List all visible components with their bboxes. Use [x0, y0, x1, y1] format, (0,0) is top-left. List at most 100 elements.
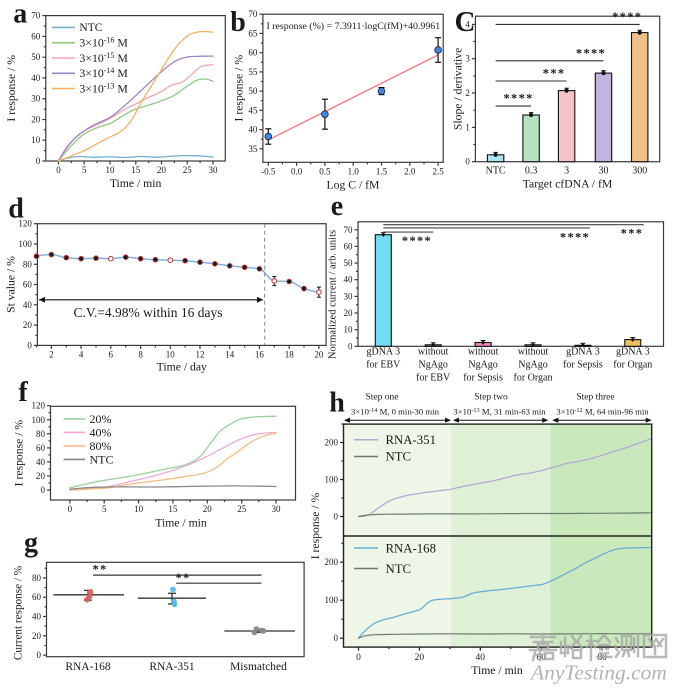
svg-text:10: 10	[166, 349, 176, 359]
svg-text:d: d	[8, 194, 24, 225]
svg-text:0.5: 0.5	[319, 166, 331, 176]
svg-text:80: 80	[32, 573, 42, 583]
svg-text:b: b	[230, 7, 246, 38]
svg-text:I response / %: I response / %	[232, 55, 245, 122]
svg-text:3: 3	[465, 54, 470, 64]
svg-text:-0.5: -0.5	[261, 166, 276, 176]
svg-text:40: 40	[248, 125, 258, 135]
svg-text:gDNA 3: gDNA 3	[566, 347, 600, 358]
svg-text:4: 4	[79, 349, 84, 359]
svg-text:3×10-13 M: 3×10-13 M	[79, 81, 128, 95]
svg-text:0: 0	[334, 633, 339, 643]
svg-text:20: 20	[415, 653, 425, 663]
svg-text:3×10-16 M: 3×10-16 M	[79, 36, 128, 50]
svg-text:8: 8	[138, 349, 143, 359]
svg-text:60: 60	[31, 31, 41, 41]
svg-text:RNA-351: RNA-351	[386, 433, 436, 447]
svg-text:40: 40	[31, 73, 41, 83]
svg-text:g: g	[24, 528, 38, 559]
svg-text:60: 60	[23, 280, 33, 290]
svg-text:***: ***	[543, 67, 566, 81]
svg-text:0: 0	[348, 341, 353, 351]
svg-text:0.3: 0.3	[525, 166, 538, 177]
svg-text:0.0: 0.0	[291, 166, 303, 176]
svg-text:****: ****	[576, 46, 606, 60]
svg-text:for Organ: for Organ	[514, 372, 553, 383]
svg-text:70: 70	[248, 9, 258, 19]
svg-text:12: 12	[196, 349, 205, 359]
svg-text:3×10-12 M, 64 min-96 min: 3×10-12 M, 64 min-96 min	[556, 407, 649, 417]
svg-text:without: without	[418, 347, 449, 358]
svg-text:25: 25	[237, 504, 247, 514]
svg-text:1: 1	[465, 122, 470, 132]
svg-text:I response / %: I response / %	[13, 420, 26, 487]
svg-text:NgAgo: NgAgo	[418, 359, 447, 370]
svg-text:****: ****	[402, 234, 432, 248]
svg-text:16: 16	[255, 349, 265, 359]
svg-text:20: 20	[31, 115, 41, 125]
svg-text:2: 2	[49, 349, 54, 359]
svg-text:I response / %: I response / %	[309, 492, 322, 559]
svg-text:0: 0	[356, 653, 361, 663]
svg-text:120: 120	[32, 401, 46, 411]
svg-text:80: 80	[36, 429, 46, 439]
svg-text:14: 14	[225, 349, 235, 359]
svg-text:40: 40	[344, 275, 354, 285]
svg-text:10: 10	[31, 135, 41, 145]
svg-text:NTC: NTC	[386, 562, 412, 576]
svg-text:for Sepsis: for Sepsis	[563, 359, 603, 370]
svg-text:0: 0	[334, 512, 339, 522]
svg-text:Slope / derivative: Slope / derivative	[451, 48, 464, 130]
svg-text:NgAgo: NgAgo	[468, 359, 497, 370]
svg-text:60: 60	[248, 48, 258, 58]
svg-text:0: 0	[36, 156, 41, 166]
svg-text:20: 20	[32, 631, 42, 641]
svg-text:without: without	[468, 347, 499, 358]
svg-text:C.V.=4.98% within 16 days: C.V.=4.98% within 16 days	[73, 305, 222, 320]
svg-text:**: **	[92, 563, 107, 577]
svg-text:0: 0	[56, 165, 61, 175]
svg-text:Mismatched: Mismatched	[230, 661, 287, 673]
svg-text:60: 60	[36, 443, 46, 453]
svg-text:45: 45	[248, 105, 258, 115]
svg-text:RNA-168: RNA-168	[386, 541, 436, 555]
svg-text:St value / %: St value / %	[4, 256, 17, 313]
svg-text:80%: 80%	[90, 439, 112, 453]
svg-text:20%: 20%	[90, 412, 112, 426]
svg-text:1.0: 1.0	[348, 166, 360, 176]
svg-text:80: 80	[23, 259, 33, 269]
svg-text:30: 30	[344, 291, 354, 301]
svg-text:50: 50	[31, 52, 41, 62]
svg-text:3×10-14 M, 0 min-30 min: 3×10-14 M, 0 min-30 min	[351, 407, 440, 417]
svg-text:gDNA 3: gDNA 3	[366, 347, 400, 358]
svg-text:40: 40	[36, 457, 46, 467]
svg-text:Step three: Step three	[576, 393, 614, 403]
svg-text:0: 0	[27, 340, 32, 350]
svg-text:300: 300	[632, 166, 647, 177]
svg-text:Current response / %: Current response / %	[13, 566, 25, 660]
svg-text:0: 0	[41, 485, 46, 495]
svg-text:30: 30	[31, 94, 41, 104]
svg-text:120: 120	[18, 219, 32, 229]
svg-text:100: 100	[325, 475, 339, 485]
svg-text:20: 20	[203, 504, 213, 514]
svg-text:NgAgo: NgAgo	[518, 359, 547, 370]
svg-text:3×10-13 M, 31 min-63 min: 3×10-13 M, 31 min-63 min	[453, 407, 546, 417]
svg-text:Time / min: Time / min	[110, 177, 162, 190]
svg-text:NTC: NTC	[486, 166, 506, 177]
svg-text:1.5: 1.5	[376, 166, 388, 176]
svg-text:2.0: 2.0	[404, 166, 416, 176]
svg-text:40: 40	[32, 612, 42, 622]
svg-text:f: f	[18, 377, 28, 408]
svg-text:20: 20	[157, 165, 167, 175]
svg-text:15: 15	[168, 504, 178, 514]
svg-text:0: 0	[465, 157, 470, 167]
svg-text:Step one: Step one	[366, 393, 399, 403]
svg-text:for Sepsis: for Sepsis	[463, 372, 503, 383]
svg-text:Normalized current / arb. unit: Normalized current / arb. units	[328, 230, 339, 359]
svg-text:***: ***	[621, 227, 644, 241]
svg-text:40%: 40%	[90, 425, 112, 439]
svg-text:4: 4	[465, 19, 470, 29]
svg-text:gDNA 3: gDNA 3	[616, 347, 650, 358]
svg-text:200: 200	[325, 438, 339, 448]
